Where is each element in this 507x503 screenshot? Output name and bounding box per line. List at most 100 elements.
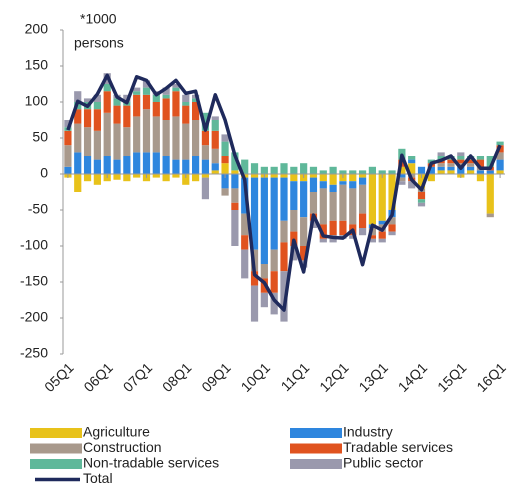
- legend-label: Construction: [83, 439, 162, 455]
- bar: [133, 94, 141, 117]
- bar: [408, 159, 416, 164]
- bar: [133, 91, 141, 95]
- y-tick-label: -100: [20, 237, 48, 253]
- bar: [172, 87, 180, 92]
- x-tick-label: 13Q1: [355, 359, 391, 395]
- bar: [300, 217, 308, 246]
- y-tick-label: -250: [20, 345, 48, 361]
- bar: [319, 238, 327, 243]
- bar: [192, 120, 200, 156]
- bar: [309, 177, 318, 192]
- bar: [319, 170, 327, 174]
- bar: [349, 174, 357, 182]
- bar: [378, 220, 386, 225]
- bar: [133, 152, 141, 174]
- bar: [467, 166, 475, 171]
- bar: [192, 156, 200, 174]
- bar: [270, 174, 278, 178]
- bar: [349, 188, 357, 225]
- bar: [349, 170, 357, 174]
- bar: [113, 174, 121, 180]
- bar: [113, 123, 121, 160]
- bar: [64, 130, 72, 146]
- bar: [231, 188, 239, 203]
- bar: [172, 91, 180, 117]
- bar: [486, 156, 494, 167]
- bar: [300, 246, 308, 261]
- bar: [368, 166, 376, 174]
- bar: [476, 159, 485, 167]
- bar: [270, 177, 278, 250]
- bar: [476, 170, 485, 174]
- bar: [172, 116, 180, 160]
- bar: [64, 145, 72, 167]
- bar: [83, 109, 92, 128]
- bar: [467, 163, 475, 167]
- bar: [378, 231, 386, 239]
- bar: [93, 159, 101, 174]
- bar: [201, 145, 210, 160]
- bar: [486, 213, 494, 218]
- bar: [152, 94, 160, 102]
- bar: [280, 177, 288, 221]
- bar: [319, 188, 327, 225]
- bar: [417, 202, 426, 207]
- y-tick-label: 100: [25, 93, 49, 109]
- bar: [113, 98, 121, 106]
- bar: [260, 264, 268, 279]
- bar: [74, 174, 82, 192]
- bar: [231, 210, 239, 246]
- bar: [309, 192, 318, 214]
- bar: [172, 84, 180, 88]
- bar: [329, 220, 337, 236]
- bar: [388, 224, 396, 232]
- bar: [378, 174, 386, 221]
- annotation: persons: [74, 35, 124, 51]
- bar: [417, 199, 426, 203]
- bar: [162, 174, 170, 182]
- bar: [486, 170, 494, 174]
- bar: [241, 213, 249, 236]
- y-tick-label: -150: [20, 273, 48, 289]
- legend-swatch: [290, 443, 342, 454]
- bar: [64, 120, 72, 128]
- bar: [496, 170, 504, 174]
- bar: [358, 174, 367, 178]
- bar: [417, 174, 426, 189]
- legend-label: Tradable services: [343, 439, 453, 455]
- bar: [486, 174, 494, 214]
- bar: [457, 156, 465, 160]
- bar: [93, 109, 101, 131]
- bar: [280, 242, 288, 272]
- bar: [447, 166, 455, 171]
- bar: [64, 166, 72, 174]
- bar: [211, 163, 219, 171]
- bar: [358, 228, 367, 236]
- bar: [162, 94, 170, 99]
- x-tick-label: 10Q1: [238, 359, 274, 395]
- bar: [192, 174, 200, 182]
- bar: [221, 141, 229, 156]
- y-tick-label: -200: [20, 309, 48, 325]
- bar: [152, 152, 160, 174]
- x-tick-label: 16Q1: [473, 359, 507, 395]
- bar: [211, 170, 219, 174]
- bar: [290, 181, 298, 210]
- bar: [162, 120, 170, 156]
- bar: [231, 202, 239, 210]
- total-line: [66, 73, 502, 312]
- bar: [93, 174, 101, 185]
- y-tick-label: 150: [25, 57, 49, 73]
- bar: [74, 152, 82, 174]
- x-tick-label: 09Q1: [198, 359, 234, 395]
- bar: [241, 235, 249, 250]
- bar: [358, 177, 367, 185]
- bar: [339, 170, 347, 174]
- bar: [476, 156, 485, 160]
- bar: [103, 91, 111, 113]
- bar: [113, 105, 121, 124]
- bar: [290, 210, 298, 232]
- bar: [221, 174, 229, 189]
- bar: [142, 94, 151, 110]
- bar: [349, 235, 357, 239]
